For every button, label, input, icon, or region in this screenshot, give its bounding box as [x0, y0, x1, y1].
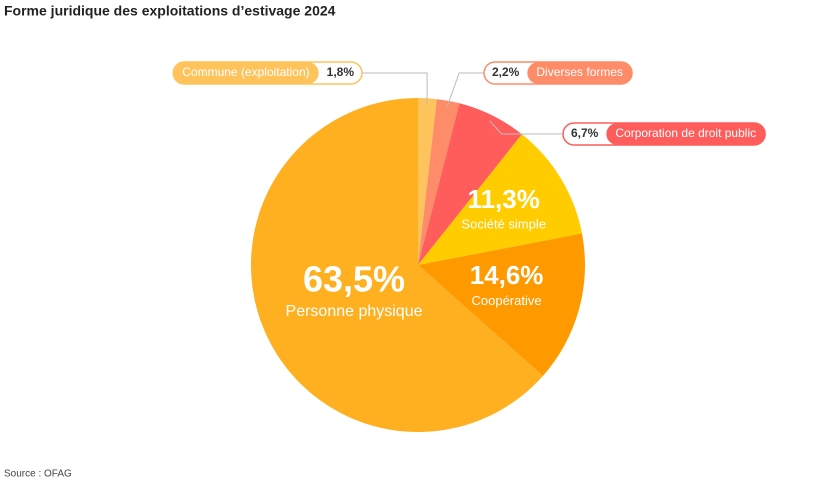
pie-slice	[418, 134, 582, 265]
pie-slice	[251, 98, 543, 432]
callout-label: Commune (exploitation)	[182, 65, 309, 79]
slice-label: Personne physique	[286, 303, 423, 320]
callout-label: Diverses formes	[536, 65, 623, 79]
leader-line	[489, 120, 563, 135]
leader-line	[446, 72, 484, 107]
slice-label: Société simple	[461, 217, 546, 232]
value-label: 2,2%	[492, 65, 520, 79]
value-label: 1,8%	[327, 65, 355, 79]
chart-title: Forme juridique des exploitations d’esti…	[4, 3, 336, 19]
leader-line	[362, 72, 428, 105]
callout-pill	[173, 62, 319, 84]
source: Source : OFAG	[4, 469, 72, 480]
callout-pill	[606, 123, 766, 145]
value-label: 11,3%	[468, 184, 540, 214]
value-label: 14,6%	[470, 260, 544, 290]
callout-label: Corporation de droit public	[615, 126, 756, 140]
slice-label: Coopérative	[472, 293, 542, 308]
value-label: 6,7%	[571, 126, 599, 140]
value-label: 63,5%	[303, 258, 405, 299]
pie-slice	[418, 233, 585, 376]
callout: 2,2% Diverses formes	[483, 61, 633, 85]
callout: 6,7% Corporation de droit public	[562, 122, 766, 146]
pie-slice	[418, 99, 460, 265]
callout-pill	[527, 62, 633, 84]
pie-slice	[418, 98, 437, 265]
pie-slice	[418, 103, 522, 265]
callout: 1,8% Commune (exploitation)	[172, 61, 363, 85]
